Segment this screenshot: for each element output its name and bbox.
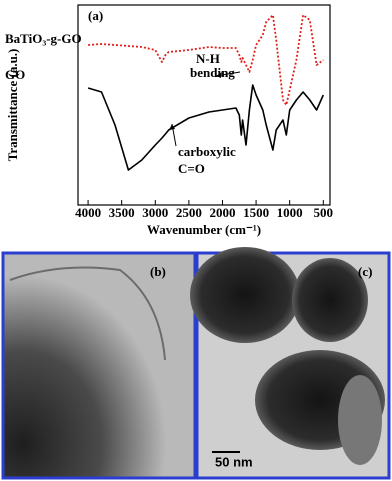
series-line — [88, 14, 324, 106]
x-tick-label: 500 — [314, 205, 334, 220]
x-tick-label: 2500 — [176, 205, 202, 220]
x-tick-label: 1000 — [277, 205, 303, 220]
series-line — [87, 84, 325, 171]
panel-label: (b) — [150, 264, 166, 279]
annotation: bending — [190, 65, 235, 80]
x-axis-label: Wavenumber (cm⁻¹) — [147, 222, 261, 237]
chart-a: 4000 3500 3000 2500 2000 1500 1000 500 — [75, 14, 334, 220]
series-label: BaTiO₃-g-GO — [5, 31, 82, 46]
x-tick-label: 2000 — [209, 205, 235, 220]
x-tick-label: 1500 — [243, 205, 269, 220]
plot-frame — [77, 4, 331, 206]
scale-bar-label: 50 nm — [215, 454, 253, 469]
panel-label: (c) — [358, 264, 372, 279]
y-axis-label: Transmittance (a.u.) — [5, 49, 20, 162]
annotation: N-H — [196, 51, 220, 66]
x-tick-label: 3500 — [109, 205, 135, 220]
arrowhead — [169, 124, 175, 130]
panel-label: (a) — [88, 8, 103, 23]
tem-image-b: (b) — [1, 251, 197, 480]
series-label: GO — [5, 67, 25, 82]
x-tick-label: 4000 — [75, 205, 101, 220]
x-tick-label: 3000 — [142, 205, 168, 220]
tem-image-c: (c) 50 nm — [190, 247, 391, 480]
arrowhead — [216, 72, 222, 78]
annotation: carboxylic — [178, 144, 236, 159]
annotation: C=O — [178, 161, 205, 176]
